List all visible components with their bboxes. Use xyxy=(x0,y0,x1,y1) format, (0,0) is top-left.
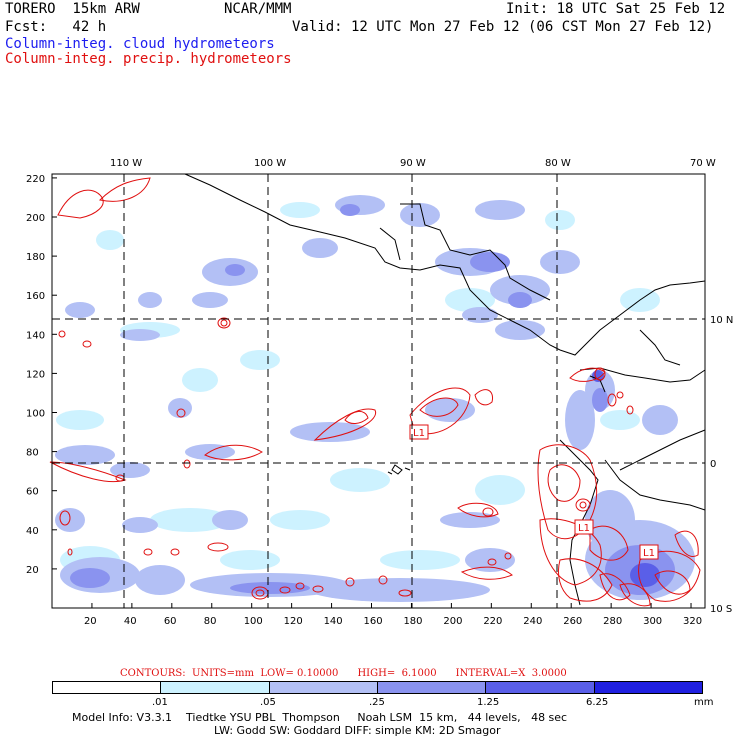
x-tick-label: 280 xyxy=(603,616,622,627)
field-cloud-label: Column-integ. cloud hydrometeors xyxy=(5,36,275,52)
y-tick-label: 140 xyxy=(26,330,45,341)
lat-lon-grid xyxy=(52,174,705,608)
lon-label: 90 W xyxy=(400,158,426,169)
lon-label: 100 W xyxy=(254,158,286,169)
x-tick-label: 160 xyxy=(364,616,383,627)
lat-label: 0 xyxy=(710,459,716,470)
valid-time: Valid: 12 UTC Mon 27 Feb 12 (06 CST Mon … xyxy=(292,19,714,35)
contour-info: CONTOURS: UNITS=mm LOW= 0.10000 HIGH= 6.… xyxy=(120,668,567,679)
init-time: Init: 18 UTC Sat 25 Feb 12 xyxy=(506,1,726,17)
lat-label: 10 N xyxy=(710,315,733,326)
model-info-line2: LW: Godd SW: Goddard DIFF: simple KM: 2D… xyxy=(214,724,501,737)
y-tick-label: 200 xyxy=(26,213,45,224)
lat-label: 10 S xyxy=(710,604,732,615)
x-tick-label: 40 xyxy=(124,616,137,627)
forecast-hour: Fcst: 42 h xyxy=(5,19,107,35)
x-tick-label: 240 xyxy=(523,616,542,627)
legend-label: 6.25 xyxy=(586,697,609,708)
lon-label: 80 W xyxy=(545,158,571,169)
x-tick-label: 120 xyxy=(284,616,303,627)
y-tick-label: 120 xyxy=(26,369,45,380)
x-tick-label: 320 xyxy=(683,616,702,627)
x-tick-label: 100 xyxy=(244,616,263,627)
x-tick-label: 80 xyxy=(204,616,217,627)
x-tick-label: 300 xyxy=(643,616,662,627)
box-markers: L1 L1 L1 xyxy=(409,424,659,560)
legend-label: mm xyxy=(694,697,714,708)
x-tick-label: 140 xyxy=(324,616,343,627)
field-precip-label: Column-integ. precip. hydrometeors xyxy=(5,51,292,67)
coastlines xyxy=(184,173,706,606)
precip-contours xyxy=(49,177,701,607)
x-tick-label: 180 xyxy=(403,616,422,627)
legend-swatch xyxy=(161,682,270,693)
legend-label: .05 xyxy=(260,697,276,708)
x-tick-label: 260 xyxy=(563,616,582,627)
x-tick-label: 200 xyxy=(443,616,462,627)
legend-swatch xyxy=(486,682,595,693)
cloud-shading xyxy=(55,195,695,602)
lon-label: 110 W xyxy=(110,158,142,169)
model-name: TORERO 15km ARW xyxy=(5,1,140,17)
y-tick-label: 60 xyxy=(26,487,39,498)
legend-swatch xyxy=(594,682,702,693)
y-tick-label: 100 xyxy=(26,409,45,420)
x-tick-label: 220 xyxy=(483,616,502,627)
y-tick-label: 80 xyxy=(26,448,39,459)
axis-ticks: 20 40 60 80 100 120 140 160 180 200 220 240 260 280 30… xyxy=(26,174,702,627)
organization: NCAR/MMM xyxy=(224,1,292,17)
box-label: L1 xyxy=(413,428,425,439)
model-info-line1: Model Info: V3.3.1 Tiedtke YSU PBL Thomp… xyxy=(72,711,568,724)
lon-label: 70 W xyxy=(690,158,716,169)
legend-label: 1.25 xyxy=(477,697,500,708)
y-tick-label: 180 xyxy=(26,252,45,263)
x-tick-label: 20 xyxy=(84,616,97,627)
box-label: L1 xyxy=(643,548,655,559)
legend-swatch xyxy=(269,682,378,693)
legend-label: .25 xyxy=(369,697,385,708)
y-tick-label: 20 xyxy=(26,565,39,576)
box-label: L1 xyxy=(578,523,590,534)
map-frame xyxy=(51,173,706,609)
x-tick-label: 60 xyxy=(164,616,177,627)
legend-label: .01 xyxy=(152,697,168,708)
y-tick-label: 160 xyxy=(26,291,45,302)
legend-swatch xyxy=(377,682,487,693)
y-tick-label: 40 xyxy=(26,526,39,537)
legend-swatch xyxy=(53,682,162,693)
y-tick-label: 220 xyxy=(26,174,45,185)
color-legend xyxy=(52,681,703,694)
